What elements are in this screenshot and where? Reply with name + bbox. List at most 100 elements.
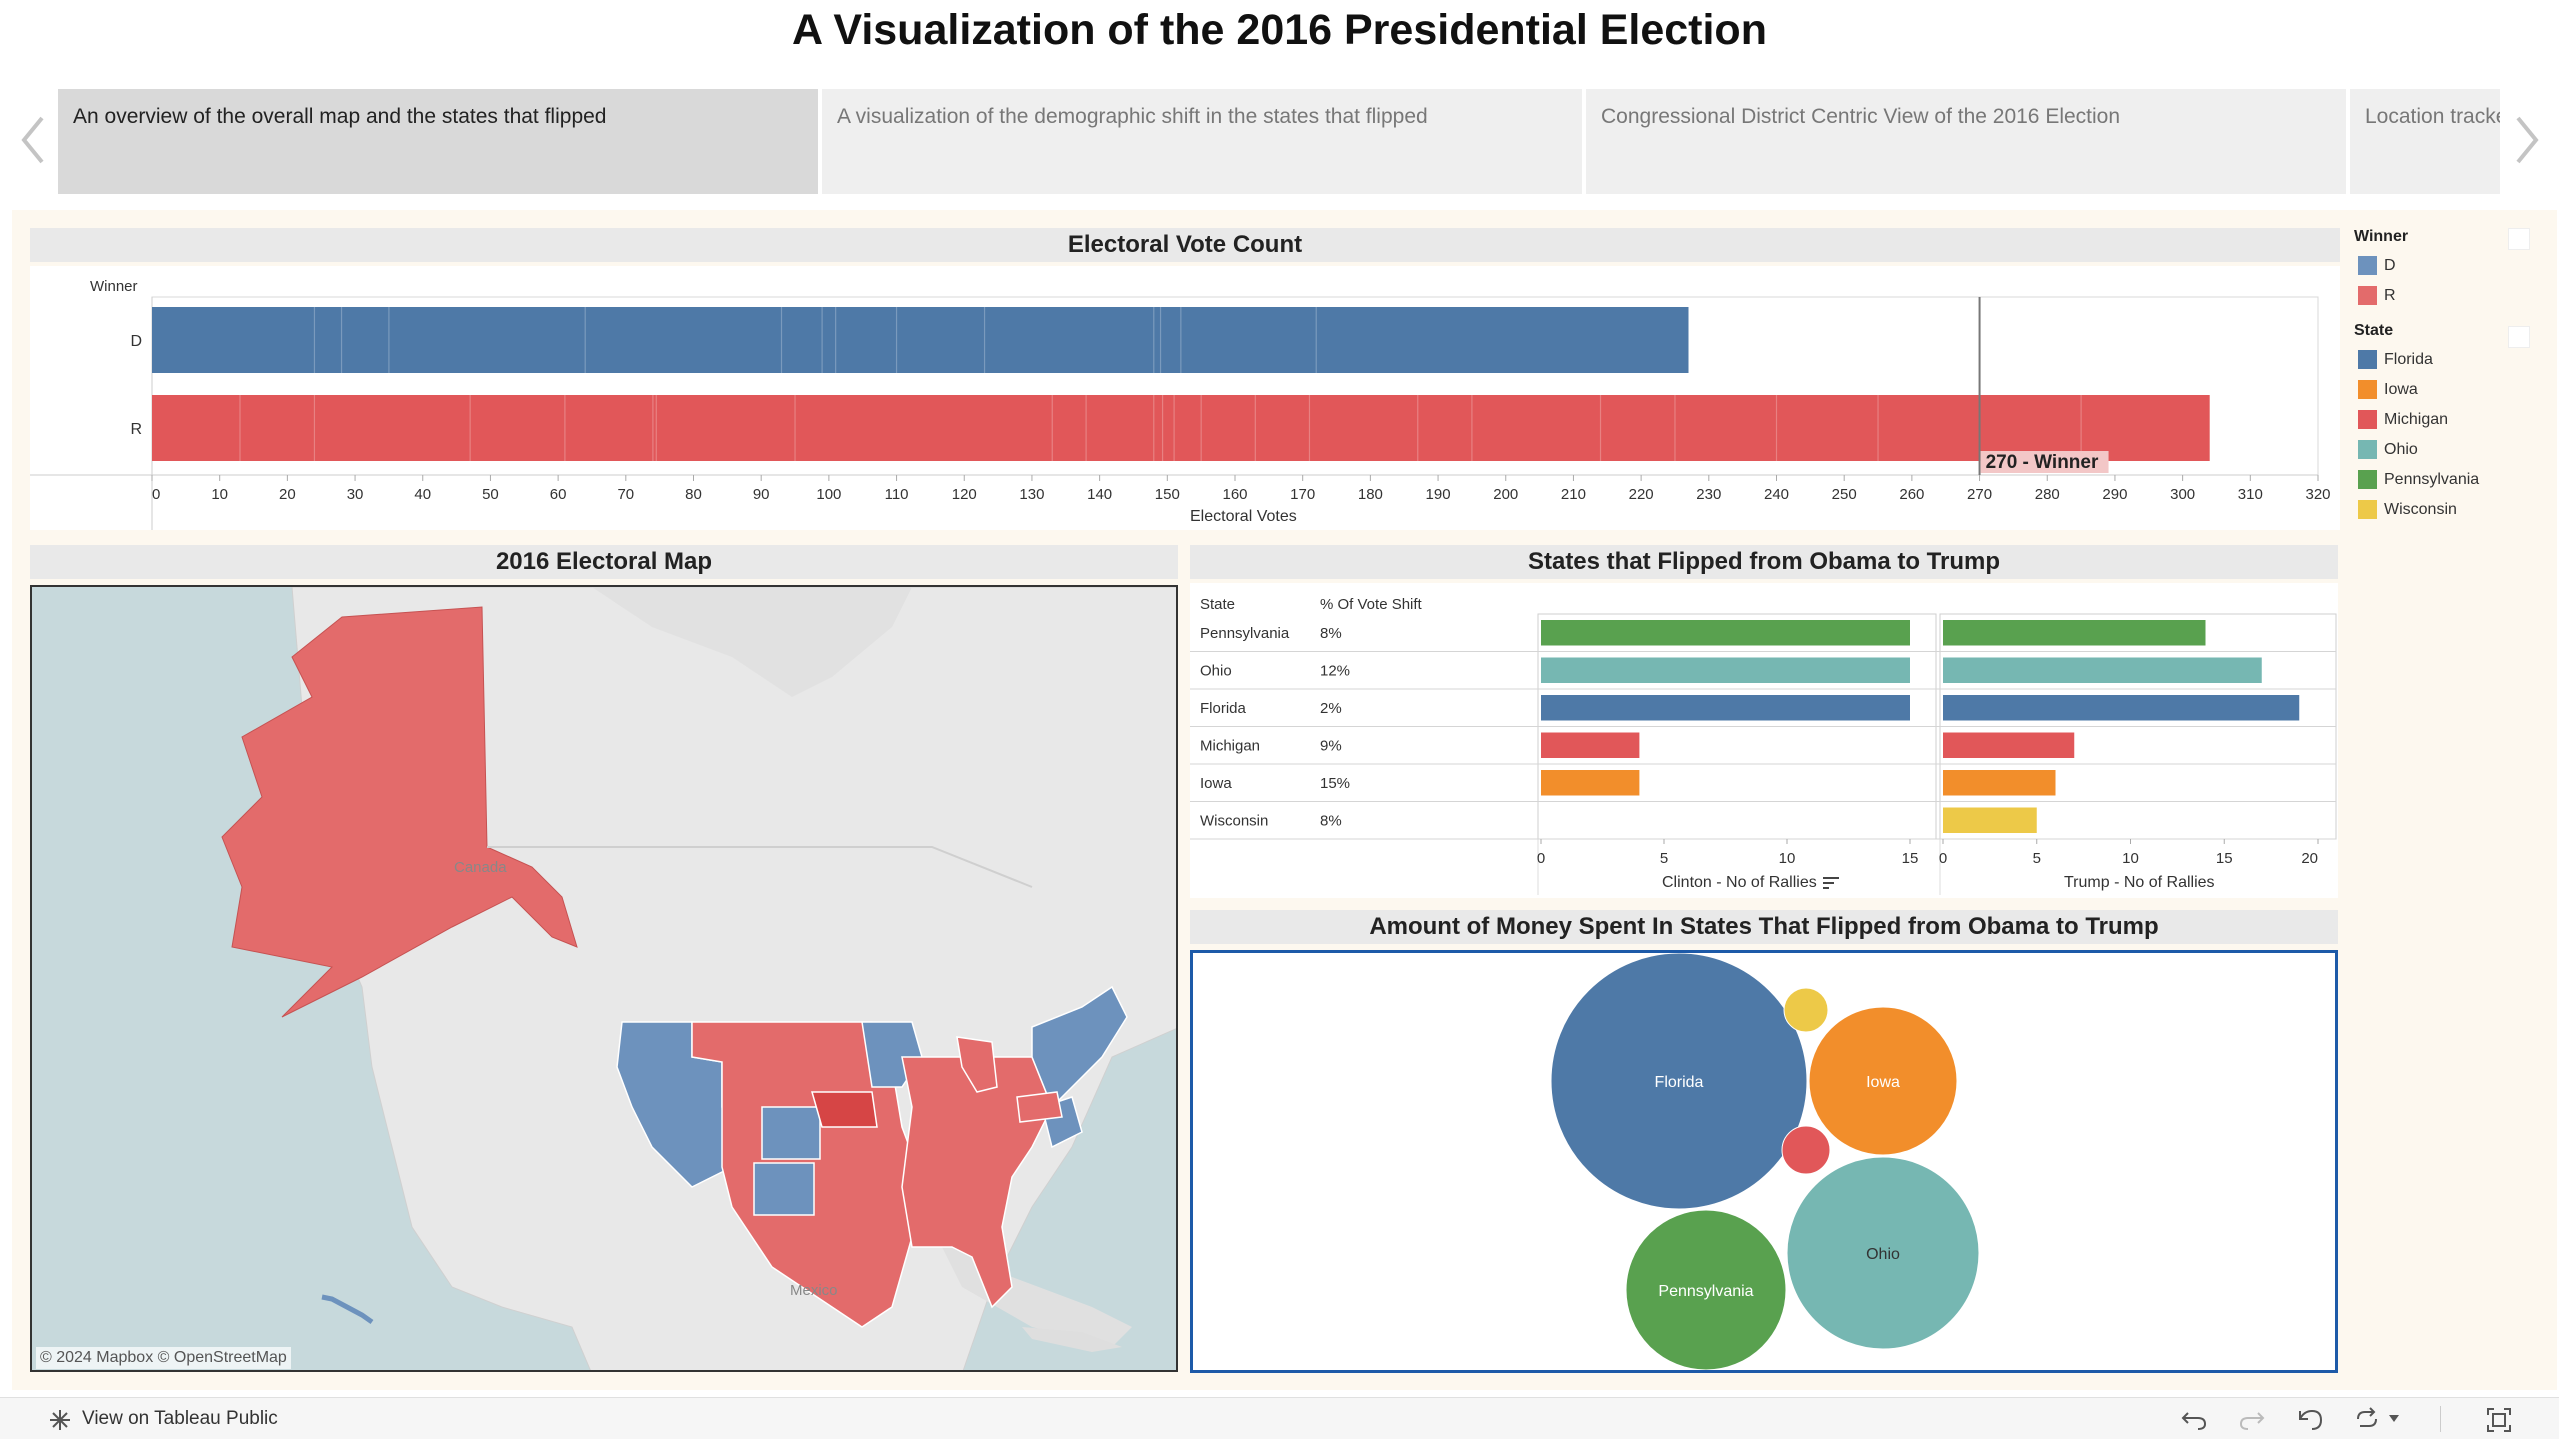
clinton-bar-florida[interactable] bbox=[1541, 695, 1910, 721]
x-tick-label: 0 bbox=[152, 486, 160, 503]
flipped-bar-chart: Pennsylvania 8% Ohio 12% Florida 2% Michigan 9%… bbox=[1190, 613, 2337, 895]
refresh-icon[interactable] bbox=[2352, 1407, 2382, 1431]
trump-bar-michigan[interactable] bbox=[1943, 732, 2075, 759]
fullscreen-icon[interactable] bbox=[2486, 1407, 2512, 1433]
bar-d[interactable] bbox=[152, 307, 1689, 373]
map-label-mexico: Mexico bbox=[790, 1282, 838, 1299]
legend-state-iowa-label[interactable]: Iowa bbox=[2384, 381, 2418, 398]
legend-winner-d-swatch[interactable] bbox=[2358, 256, 2377, 275]
trump-bar-florida[interactable] bbox=[1943, 695, 2300, 721]
x-tick-label: 20 bbox=[279, 486, 296, 503]
state-label-ohio: Ohio bbox=[1200, 663, 1232, 680]
chevron-right-icon[interactable] bbox=[2510, 110, 2544, 170]
clinton-tick-label: 5 bbox=[1660, 850, 1668, 867]
trump-tick-label: 10 bbox=[2122, 850, 2139, 867]
legend-state-florida-swatch[interactable] bbox=[2358, 350, 2377, 369]
trump-bar-ohio[interactable] bbox=[1943, 657, 2262, 684]
story-tab-demographic[interactable]: A visualization of the demographic shift… bbox=[822, 89, 1582, 194]
x-tick-label: 60 bbox=[550, 486, 567, 503]
x-tick-label: 80 bbox=[685, 486, 702, 503]
story-tab-location[interactable]: Location tracker bbox=[2350, 89, 2500, 194]
clinton-bar-ohio[interactable] bbox=[1541, 657, 1910, 684]
map-attribution[interactable]: © 2024 Mapbox © OpenStreetMap bbox=[36, 1347, 291, 1369]
legend-state-iowa-swatch[interactable] bbox=[2358, 380, 2377, 399]
x-tick-label: 290 bbox=[2102, 486, 2127, 503]
story-tab-label: A visualization of the demographic shift… bbox=[837, 105, 1428, 128]
x-tick-label: 10 bbox=[211, 486, 228, 503]
bubble-florida[interactable] bbox=[1550, 952, 1808, 1210]
legend-state-michigan-swatch[interactable] bbox=[2358, 410, 2377, 429]
x-tick-label: 240 bbox=[1764, 486, 1789, 503]
chevron-left-icon[interactable] bbox=[16, 110, 50, 170]
view-on-tableau-link[interactable]: View on Tableau Public bbox=[82, 1408, 278, 1429]
page-title: A Visualization of the 2016 Presidential… bbox=[792, 6, 1767, 54]
trump-bar-wisconsin[interactable] bbox=[1943, 807, 2037, 834]
legend-state-title: State bbox=[2354, 322, 2394, 339]
x-tick-label: 260 bbox=[1899, 486, 1924, 503]
legend-state-pennsylvania-swatch[interactable] bbox=[2358, 470, 2377, 489]
legend-state-pennsylvania-label[interactable]: Pennsylvania bbox=[2384, 471, 2480, 488]
clinton-tick-label: 10 bbox=[1779, 850, 1796, 867]
legend-state-florida-label[interactable]: Florida bbox=[2384, 351, 2433, 368]
trump-bar-iowa[interactable] bbox=[1943, 770, 2056, 796]
bubble-chart-title: Amount of Money Spent In States That Fli… bbox=[1190, 910, 2338, 944]
legend-state-wisconsin-swatch[interactable] bbox=[2358, 500, 2377, 519]
x-tick-label: 50 bbox=[482, 486, 499, 503]
vote-shift-ohio: 12% bbox=[1320, 663, 1350, 680]
trump-bar-pennsylvania[interactable] bbox=[1943, 620, 2206, 646]
bubble-label-florida: Florida bbox=[1655, 1074, 1704, 1091]
electoral-map[interactable]: Canada Mexico © 2024 Mapbox © OpenStreet… bbox=[30, 585, 1178, 1372]
vote-shift-florida: 2% bbox=[1320, 700, 1342, 717]
legend-scroll-marker[interactable] bbox=[2508, 326, 2530, 348]
bubble-chart[interactable]: Florida Iowa Ohio Pennsylvania bbox=[1190, 950, 2338, 1373]
chevron-down-icon[interactable] bbox=[2388, 1414, 2400, 1424]
x-tick-label: 140 bbox=[1087, 486, 1112, 503]
clinton-tick-label: 15 bbox=[1902, 850, 1919, 867]
state-label-pennsylvania: Pennsylvania bbox=[1200, 625, 1290, 642]
legend-state-ohio-label[interactable]: Ohio bbox=[2384, 441, 2418, 458]
bubble-iowa[interactable] bbox=[1808, 1006, 1958, 1156]
x-tick-label: 180 bbox=[1358, 486, 1383, 503]
state-label-wisconsin: Wisconsin bbox=[1200, 813, 1268, 830]
legend-state-michigan-label[interactable]: Michigan bbox=[2384, 411, 2449, 428]
reference-label: 270 - Winner bbox=[1986, 452, 2099, 473]
legend-winner-r-swatch[interactable] bbox=[2358, 286, 2377, 305]
trump-tick-label: 5 bbox=[2033, 850, 2041, 867]
bubble-michigan[interactable] bbox=[1781, 1125, 1831, 1175]
legend-scroll-marker[interactable] bbox=[2508, 228, 2530, 250]
bubble-wisconsin[interactable] bbox=[1783, 987, 1829, 1033]
row-header: Winner bbox=[90, 278, 138, 295]
bubble-ohio[interactable] bbox=[1786, 1156, 1980, 1350]
clinton-bar-michigan[interactable] bbox=[1541, 732, 1640, 759]
x-tick-label: 210 bbox=[1561, 486, 1586, 503]
revert-icon[interactable] bbox=[2296, 1407, 2324, 1431]
trump-tick-label: 20 bbox=[2301, 850, 2318, 867]
story-tab-overview[interactable]: An overview of the overall map and the s… bbox=[58, 89, 818, 194]
x-tick-label: 130 bbox=[1019, 486, 1044, 503]
sort-icon[interactable] bbox=[1823, 876, 1841, 892]
x-tick-label: 230 bbox=[1696, 486, 1721, 503]
vote-shift-michigan: 9% bbox=[1320, 738, 1342, 755]
x-tick-label: 170 bbox=[1290, 486, 1315, 503]
redo-icon[interactable] bbox=[2238, 1407, 2266, 1431]
legend-winner-d-label[interactable]: D bbox=[2384, 257, 2396, 274]
x-tick-label: 150 bbox=[1155, 486, 1180, 503]
map-label-canada: Canada bbox=[454, 859, 507, 876]
x-tick-label: 220 bbox=[1629, 486, 1654, 503]
legend-state-ohio-swatch[interactable] bbox=[2358, 440, 2377, 459]
x-tick-label: 280 bbox=[2035, 486, 2060, 503]
clinton-tick-label: 0 bbox=[1537, 850, 1545, 867]
legend-winner-title: Winner bbox=[2354, 228, 2409, 245]
x-tick-label: 190 bbox=[1426, 486, 1451, 503]
x-tick-label: 30 bbox=[347, 486, 364, 503]
story-tab-congressional[interactable]: Congressional District Centric View of t… bbox=[1586, 89, 2346, 194]
clinton-bar-iowa[interactable] bbox=[1541, 770, 1640, 796]
legend-winner-r-label[interactable]: R bbox=[2384, 287, 2396, 304]
undo-icon[interactable] bbox=[2180, 1407, 2208, 1431]
legend-state-wisconsin-label[interactable]: Wisconsin bbox=[2384, 501, 2457, 518]
clinton-bar-pennsylvania[interactable] bbox=[1541, 620, 1910, 646]
col-header-state: State bbox=[1200, 596, 1236, 613]
flipped-chart-title: States that Flipped from Obama to Trump bbox=[1190, 545, 2338, 579]
bar-r[interactable] bbox=[152, 395, 2210, 461]
